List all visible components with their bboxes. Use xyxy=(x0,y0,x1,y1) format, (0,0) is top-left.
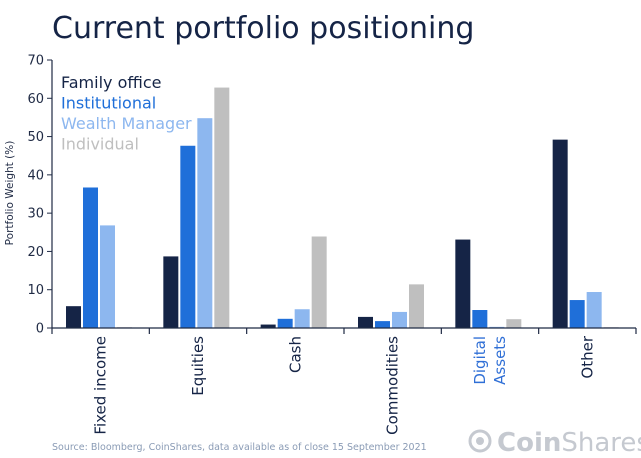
bar xyxy=(66,306,81,328)
bar xyxy=(100,225,115,328)
bar xyxy=(197,118,213,329)
legend-entry: Wealth Manager xyxy=(61,114,192,133)
y-tick-label: 0 xyxy=(36,322,44,337)
y-tick-label: 40 xyxy=(27,168,44,183)
y-tick-label: 20 xyxy=(27,245,44,260)
legend-entry: Individual xyxy=(61,135,139,154)
bar xyxy=(311,236,327,328)
legend-entry: Institutional xyxy=(61,94,156,113)
bar xyxy=(260,324,276,328)
bars xyxy=(66,87,619,329)
y-tick-label: 60 xyxy=(27,92,44,107)
bar xyxy=(294,309,310,328)
x-tick-label: Commodities xyxy=(384,336,402,435)
y-tick-label: 10 xyxy=(27,283,44,298)
axis-lines xyxy=(51,60,637,334)
x-tick-label: Other xyxy=(578,335,596,378)
brand-coin: Coin xyxy=(497,428,561,458)
brand-shares: Shares xyxy=(561,428,641,458)
source-note: Source: Bloomberg, CoinShares, data avai… xyxy=(52,442,427,453)
bar xyxy=(83,187,98,328)
svg-text:CoinShares: CoinShares xyxy=(497,428,641,458)
x-tick-label: Equities xyxy=(189,336,207,396)
y-tick-label: 70 xyxy=(27,54,44,69)
y-tick-label: 30 xyxy=(27,207,44,222)
bar xyxy=(358,316,373,328)
x-tick-label: Fixed income xyxy=(92,336,110,435)
bar xyxy=(163,256,179,328)
bar xyxy=(569,300,585,328)
bar xyxy=(472,310,488,328)
bar xyxy=(392,311,407,328)
bar xyxy=(552,139,568,328)
bar xyxy=(375,321,390,328)
bar xyxy=(277,318,293,328)
bar xyxy=(455,239,471,328)
y-axis-label: Portfolio Weight (%) xyxy=(4,141,16,246)
x-axis-labels: Fixed income Equities Cash Commodities Digit… xyxy=(92,335,597,435)
legend-entry: Family office xyxy=(61,73,161,92)
bar xyxy=(180,145,196,328)
bar xyxy=(586,292,602,328)
chart-title: Current portfolio positioning xyxy=(52,11,474,46)
y-tick-label: 50 xyxy=(27,130,44,145)
coinshares-logo-icon xyxy=(468,429,492,453)
x-tick-label: Digital Assets xyxy=(471,336,509,385)
coinshares-logo: CoinShares xyxy=(468,428,641,458)
x-tick-label: Cash xyxy=(286,336,304,373)
y-axis: 0 10 20 30 40 50 60 70 xyxy=(27,54,52,337)
bar xyxy=(214,87,230,329)
bar xyxy=(409,284,424,328)
bar xyxy=(506,319,522,328)
